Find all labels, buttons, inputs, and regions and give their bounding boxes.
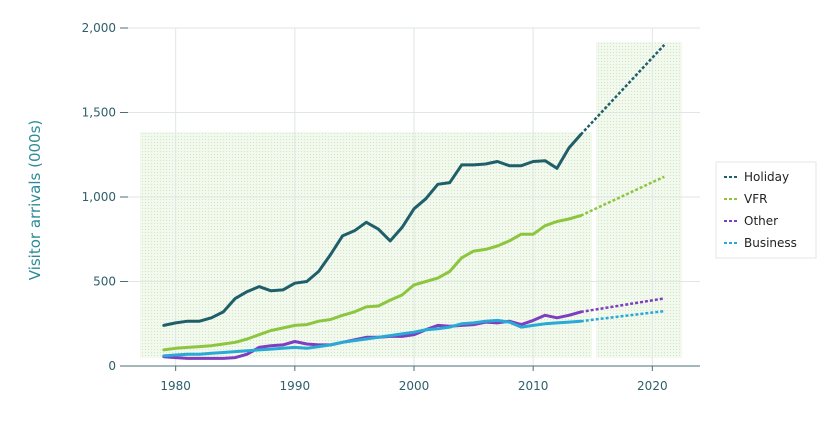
x-tick-label: 2000 [399,379,430,393]
axes: 1980 1990 2000 2010 2020 0 500 1,000 1,500 2,000 [82,21,700,393]
y-tick-label: 2,000 [82,21,116,35]
forecast-shade [596,42,682,358]
legend-label: Other [744,214,778,228]
legend-box [715,161,817,259]
series-line-holiday [162,133,583,327]
grid-lines [128,27,700,366]
x-tick-label: 2010 [518,379,549,393]
y-axis-label: Visitor arrivals (000s) [26,120,44,280]
legend-label: VFR [744,192,767,206]
legend-label: Holiday [744,170,789,184]
forecast-line-other [580,297,665,314]
legend-label: Business [744,236,797,250]
forecast-line-vfr [580,175,665,217]
y-tick-label: 0 [108,359,116,373]
x-tick-label: 2020 [637,379,668,393]
series-lines [162,44,666,360]
y-tick-label: 500 [93,275,116,289]
x-tick-label: 1980 [160,379,191,393]
y-tick-label: 1,000 [82,190,116,204]
legend: Holiday VFR Other Business [715,161,817,259]
background-shading [140,42,682,358]
historical-shade [140,132,592,358]
forecast-line-business [580,309,665,323]
x-tick-label: 1990 [280,379,311,393]
series-line-vfr [162,214,583,352]
forecast-line-holiday [579,44,666,136]
y-tick-label: 1,500 [82,106,116,120]
series-line-business [162,318,583,358]
